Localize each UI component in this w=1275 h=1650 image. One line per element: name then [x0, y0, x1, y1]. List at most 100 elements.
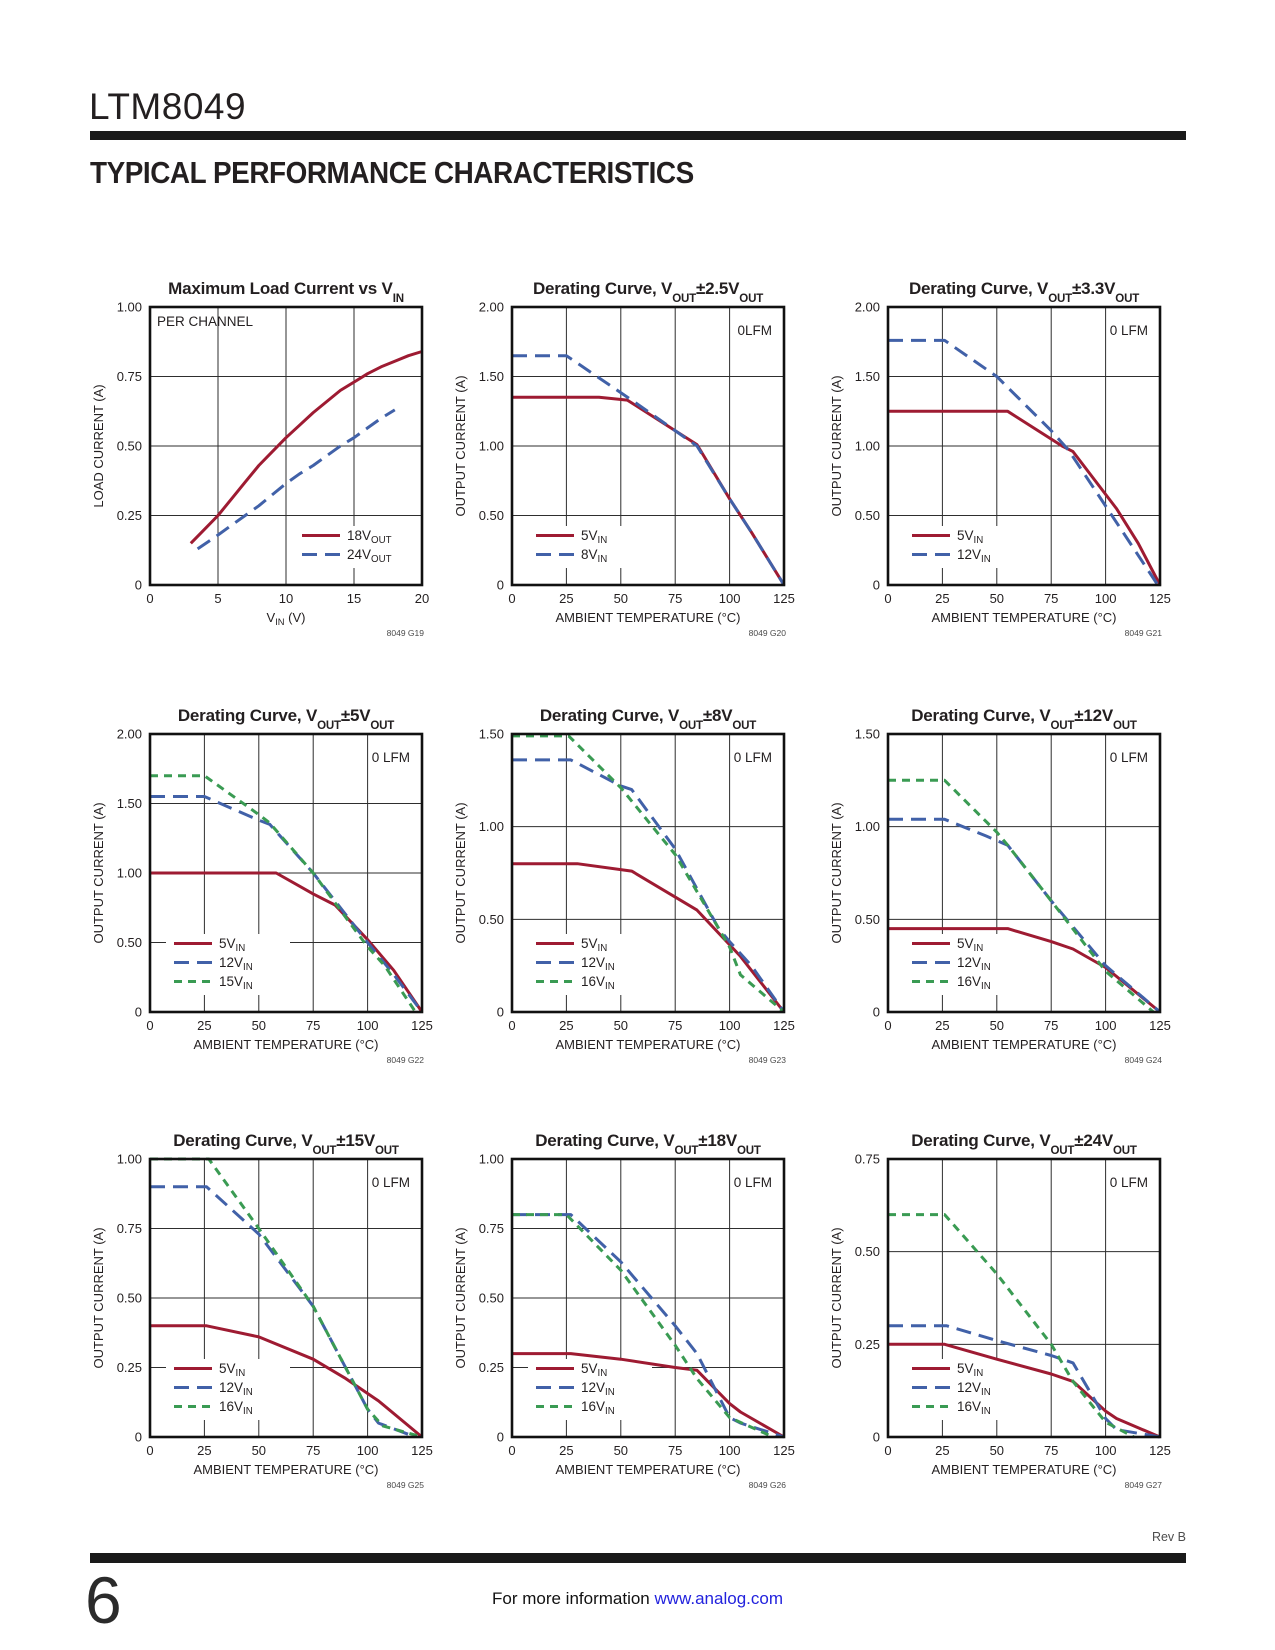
- svg-text:75: 75: [1044, 591, 1058, 606]
- svg-text:0.75: 0.75: [117, 1221, 142, 1236]
- svg-text:75: 75: [668, 1443, 682, 1458]
- svg-text:0.50: 0.50: [479, 508, 504, 523]
- svg-text:50: 50: [990, 591, 1004, 606]
- legend-label-5vin: 5VIN: [219, 936, 245, 954]
- legend-label-15vin: 15VIN: [219, 974, 253, 992]
- svg-text:50: 50: [252, 1018, 266, 1033]
- legend-label-12vin: 12VIN: [581, 955, 615, 973]
- chart-title: Maximum Load Current vs V IN: [168, 279, 404, 305]
- svg-text:0: 0: [884, 1443, 891, 1458]
- svg-text:1.00: 1.00: [855, 819, 880, 834]
- x-axis-label: AMBIENT TEMPERATURE (°C): [931, 1462, 1116, 1477]
- chart-title: Derating Curve, V OUT ±8V OUT: [539, 706, 757, 732]
- x-axis-label: AMBIENT TEMPERATURE (°C): [555, 1037, 740, 1052]
- plot-annotation: 0 LFM: [372, 1175, 410, 1190]
- graph-id: 8049 G19: [387, 628, 425, 638]
- legend-label-12vin: 12VIN: [219, 1380, 253, 1398]
- x-axis-label: VIN (V): [267, 610, 306, 627]
- series-line-16vin: [888, 778, 1155, 1014]
- svg-text:0: 0: [497, 1005, 504, 1020]
- footer-info-text: For more information: [491, 1589, 655, 1608]
- legend-label-16vin: 16VIN: [957, 974, 991, 992]
- chart-plot: 0 0.25 0.50 0.75 1.00 0 25 50 75 100 125 OUTPUT CUR…: [453, 1152, 795, 1491]
- svg-text:100: 100: [719, 1443, 741, 1458]
- gridlines: [888, 307, 1160, 585]
- graph-id: 8049 G23: [749, 1055, 787, 1065]
- chart-title: Derating Curve, V OUT ±18V OUT: [535, 1131, 761, 1157]
- svg-text:75: 75: [668, 1018, 682, 1033]
- series-line-12vin: [888, 1324, 1161, 1439]
- svg-text:25: 25: [197, 1018, 211, 1033]
- svg-text:0.50: 0.50: [855, 912, 880, 927]
- part-number: LTM8049: [89, 86, 247, 127]
- chart-8049-g24: Derating Curve, V OUT ±12V OUT 0 0.50 1.00 1.5…: [826, 688, 1186, 1070]
- x-axis-label: AMBIENT TEMPERATURE (°C): [931, 610, 1116, 625]
- svg-text:125: 125: [773, 1443, 795, 1458]
- series-line-5vin: [888, 1342, 1161, 1439]
- legend-background: [528, 526, 652, 568]
- svg-text:1.50: 1.50: [479, 727, 504, 742]
- graph-id: 8049 G25: [387, 1480, 425, 1490]
- svg-text:0: 0: [135, 578, 142, 593]
- svg-text:1.00: 1.00: [117, 300, 142, 315]
- svg-text:50: 50: [990, 1443, 1004, 1458]
- svg-text:100: 100: [1095, 1443, 1117, 1458]
- legend-label-5vin: 5VIN: [581, 1361, 607, 1379]
- y-axis-label: OUTPUT CURRENT (A): [829, 1227, 844, 1368]
- x-axis-label: AMBIENT TEMPERATURE (°C): [193, 1462, 378, 1477]
- y-axis-label: OUTPUT CURRENT (A): [91, 802, 106, 943]
- svg-text:50: 50: [614, 1443, 628, 1458]
- svg-text:0.75: 0.75: [117, 369, 142, 384]
- svg-text:0.75: 0.75: [855, 1152, 880, 1167]
- svg-text:5: 5: [214, 591, 221, 606]
- chart-plot: 0 0.50 1.00 1.50 2.00 0 25 50 75 100 125 OUTPUT CUR…: [453, 300, 795, 639]
- svg-text:25: 25: [559, 1443, 573, 1458]
- svg-text:1.50: 1.50: [117, 796, 142, 811]
- legend-label-5vin: 5VIN: [219, 1361, 245, 1379]
- plot-annotation: 0 LFM: [1110, 323, 1148, 338]
- legend-label-12vin: 12VIN: [219, 955, 253, 973]
- chart-title: Derating Curve, V OUT ±2.5V OUT: [532, 279, 764, 305]
- chart-8049-g20: Derating Curve, V OUT ±2.5V OUT 0 0.50 1.00 1.…: [450, 261, 810, 643]
- svg-text:1.00: 1.00: [479, 1152, 504, 1167]
- chart-8049-g25: Derating Curve, V OUT ±15V OUT 0 0.25 0.50 0.7…: [88, 1113, 448, 1495]
- chart-plot: 0 0.25 0.50 0.75 0 25 50 75 100 125 OUTPUT CURRENT…: [829, 1152, 1171, 1491]
- legend-label-18vout: 18VOUT: [347, 528, 392, 546]
- svg-text:0.75: 0.75: [479, 1221, 504, 1236]
- svg-text:75: 75: [1044, 1443, 1058, 1458]
- legend-label-5vin: 5VIN: [957, 528, 983, 546]
- svg-text:75: 75: [668, 591, 682, 606]
- plot-frame: [886, 1157, 1162, 1439]
- svg-text:0: 0: [873, 1005, 880, 1020]
- svg-text:125: 125: [411, 1443, 433, 1458]
- y-axis-label: LOAD CURRENT (A): [91, 384, 106, 507]
- svg-text:0: 0: [146, 1018, 153, 1033]
- graph-id: 8049 G20: [749, 628, 787, 638]
- plot-annotation: 0 LFM: [1110, 1175, 1148, 1190]
- chart-plot: 0 0.50 1.00 1.50 0 25 50 75 100 125 OUTPUT CURRENT…: [453, 727, 795, 1066]
- chart-title: Derating Curve, V OUT ±15V OUT: [173, 1131, 399, 1157]
- footer-rule: [90, 1553, 1186, 1563]
- svg-text:125: 125: [411, 1018, 433, 1033]
- chart-plot: 0 0.25 0.50 0.75 1.00 0 5 10 15 20 LOAD CURRENT (A…: [91, 300, 429, 639]
- y-axis-label: OUTPUT CURRENT (A): [453, 375, 468, 516]
- legend-label-12vin: 12VIN: [957, 1380, 991, 1398]
- svg-text:0.50: 0.50: [479, 1291, 504, 1306]
- svg-text:25: 25: [559, 1018, 573, 1033]
- analog-website-link[interactable]: www.analog.com: [654, 1589, 783, 1608]
- gridlines: [512, 307, 784, 585]
- svg-text:25: 25: [935, 1443, 949, 1458]
- header-rule: [90, 131, 1186, 140]
- svg-text:75: 75: [1044, 1018, 1058, 1033]
- svg-text:0: 0: [146, 1443, 153, 1458]
- graph-id: 8049 G22: [387, 1055, 425, 1065]
- legend-label-5vin: 5VIN: [957, 1361, 983, 1379]
- legend-label-16vin: 16VIN: [581, 974, 615, 992]
- svg-text:0: 0: [884, 591, 891, 606]
- legend-background: [904, 526, 1028, 568]
- legend-label-12vin: 12VIN: [957, 547, 991, 565]
- svg-text:100: 100: [357, 1443, 379, 1458]
- page-number: 6: [85, 1563, 122, 1637]
- svg-text:0: 0: [135, 1430, 142, 1445]
- plot-annotation: 0 LFM: [1110, 750, 1148, 765]
